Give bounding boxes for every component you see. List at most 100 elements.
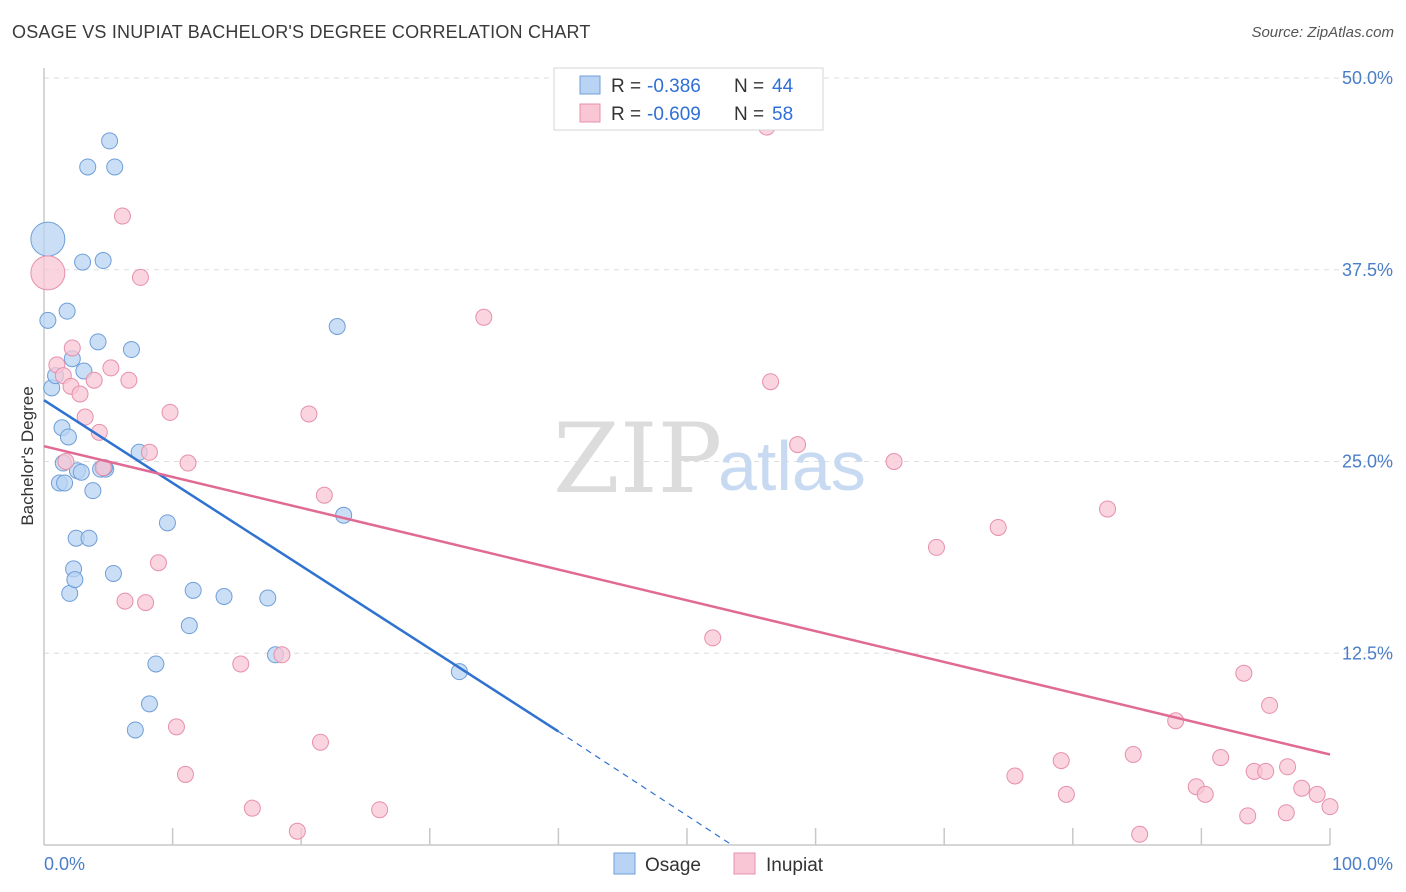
inupiat-point (762, 373, 780, 391)
y-tick-labels: 12.5% 25.0% 37.5% 50.0% (1342, 68, 1393, 663)
osage-trendline-extension (558, 730, 733, 846)
inupiat-point (76, 408, 94, 426)
osage-point (335, 506, 353, 524)
y-tick-label: 50.0% (1342, 68, 1393, 88)
inupiat-point (176, 765, 194, 783)
osage-point (215, 587, 233, 605)
inupiat-point (789, 436, 807, 454)
inupiat-point (140, 443, 158, 461)
inupiat-point (300, 405, 318, 423)
watermark: ZIP atlas (553, 403, 866, 515)
x-ticks (171, 828, 1331, 845)
osage-point (30, 221, 66, 257)
osage-point (259, 589, 277, 607)
inupiat-point (1124, 745, 1142, 763)
inupiat-point (1277, 804, 1295, 822)
inupiat-point (113, 207, 131, 225)
osage-point (39, 311, 57, 329)
x-tick-label-max: 100.0% (1332, 854, 1393, 874)
inupiat-point (232, 655, 250, 673)
inupiat-point (243, 799, 261, 817)
inupiat-points (30, 118, 1339, 843)
inupiat-point (1308, 785, 1326, 803)
y-tick-label: 37.5% (1342, 260, 1393, 280)
osage-point (94, 252, 112, 270)
inupiat-point (1212, 749, 1230, 767)
y-tick-label: 12.5% (1342, 643, 1393, 663)
inupiat-point (1099, 500, 1117, 518)
inupiat-n-value: 58 (772, 104, 793, 125)
y-axis-title: Bachelor's Degree (18, 386, 37, 525)
osage-point (328, 318, 346, 336)
inupiat-trendline (43, 444, 1331, 756)
osage-point (184, 581, 202, 599)
inupiat-point (85, 371, 103, 389)
osage-points (30, 132, 468, 739)
inupiat-point (273, 646, 291, 664)
trendlines (43, 399, 1331, 846)
inupiat-point (131, 268, 149, 286)
y-tick-label: 25.0% (1342, 452, 1393, 472)
osage-point (58, 302, 76, 320)
inupiat-point (475, 308, 493, 326)
osage-point (72, 463, 90, 481)
osage-point (56, 474, 74, 492)
osage-point (59, 428, 77, 446)
osage-point (79, 158, 97, 176)
osage-r-value: -0.386 (647, 76, 701, 97)
inupiat-point (120, 371, 138, 389)
inupiat-point (102, 359, 120, 377)
inupiat-point (1235, 664, 1253, 682)
osage-point (80, 529, 98, 547)
inupiat-point (989, 518, 1007, 536)
osage-legend-swatch (579, 75, 601, 95)
osage-n-label: N = (734, 76, 764, 97)
watermark-zip: ZIP (553, 403, 722, 515)
inupiat-series-label: Inupiat (766, 855, 824, 876)
inupiat-point (57, 453, 75, 470)
osage-point (158, 514, 176, 532)
inupiat-point (167, 718, 185, 736)
inupiat-point (927, 538, 945, 556)
inupiat-point (1293, 779, 1311, 797)
inupiat-point (116, 592, 134, 610)
osage-point (106, 158, 124, 176)
inupiat-point (63, 339, 81, 357)
inupiat-point (71, 385, 89, 403)
osage-point (104, 564, 122, 582)
inupiat-legend-swatch (579, 103, 601, 123)
inupiat-point (137, 594, 155, 612)
inupiat-point (1052, 752, 1070, 770)
inupiat-point (371, 801, 389, 819)
inupiat-point (161, 403, 179, 421)
inupiat-point (90, 423, 108, 441)
osage-point (89, 333, 107, 351)
chart-title: OSAGE VS INUPIAT BACHELOR'S DEGREE CORRE… (12, 22, 591, 42)
stats-legend: R = -0.386 N = 44 R = -0.609 N = 58 (553, 67, 824, 131)
series-legend: Osage Inupiat (613, 852, 824, 876)
inupiat-point (288, 822, 306, 840)
inupiat-point (30, 255, 66, 291)
inupiat-point (1321, 798, 1339, 816)
osage-point (122, 341, 140, 359)
x-tick-label-min: 0.0% (44, 854, 85, 874)
inupiat-series-swatch (733, 852, 756, 875)
inupiat-point (311, 733, 329, 751)
source-credit: Source: ZipAtlas.com (1251, 24, 1394, 41)
inupiat-point (704, 629, 722, 647)
inupiat-point (1006, 767, 1024, 785)
inupiat-point (1279, 758, 1297, 776)
inupiat-point (1239, 807, 1257, 825)
inupiat-r-label: R = (611, 104, 641, 125)
osage-point (74, 253, 92, 271)
inupiat-point (1057, 785, 1075, 803)
inupiat-point (315, 486, 333, 504)
osage-point (66, 571, 84, 589)
inupiat-r-value: -0.609 (647, 104, 701, 125)
inupiat-point (1196, 785, 1214, 803)
inupiat-point (149, 554, 167, 572)
inupiat-point (1261, 696, 1279, 714)
osage-series-label: Osage (645, 855, 701, 876)
inupiat-point (1257, 762, 1275, 780)
